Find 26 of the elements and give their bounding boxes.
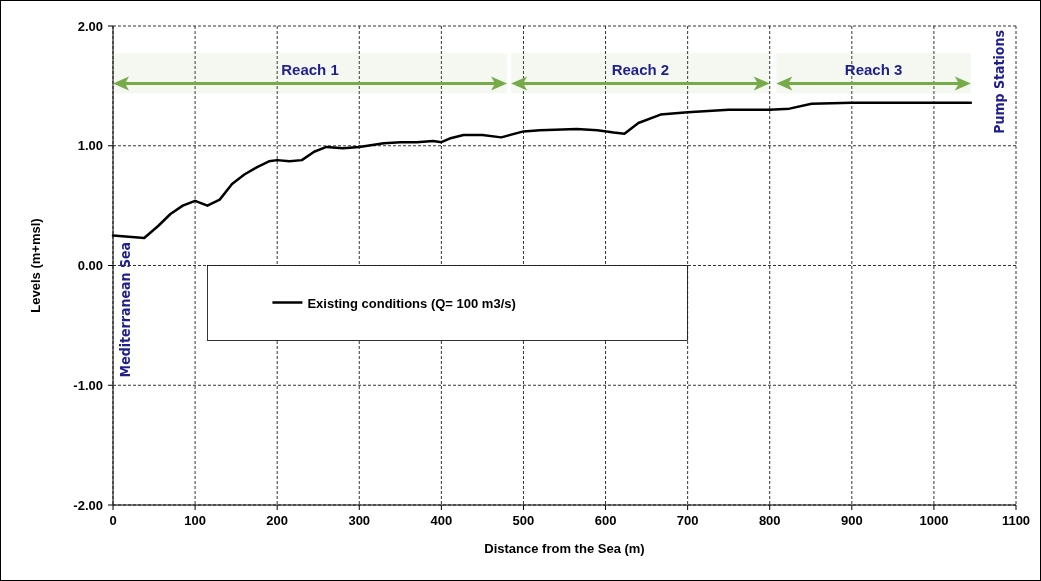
- x-tick-label: 900: [840, 513, 863, 528]
- y-tick-label: 1.00: [77, 138, 103, 154]
- x-tick-label: 400: [430, 513, 453, 528]
- band-label: Reach 3: [844, 61, 903, 79]
- y-tick-label: -2.00: [73, 497, 103, 513]
- x-tick-label: 1000: [919, 513, 949, 528]
- annotation: Mediterranean Sea: [117, 241, 133, 378]
- y-axis-title: Levels (m+msl): [28, 218, 43, 313]
- x-tick-label: 1100: [1001, 513, 1031, 528]
- legend-label: Existing conditions (Q= 100 m3/s): [307, 295, 516, 311]
- y-tick-label: 2.00: [77, 18, 103, 34]
- y-tick-label: -1.00: [73, 377, 103, 393]
- x-tick-label: 500: [512, 513, 535, 528]
- legend: Existing conditions (Q= 100 m3/s): [207, 265, 688, 341]
- y-tick-label: 0.00: [77, 258, 103, 273]
- x-tick-label: 700: [676, 513, 699, 528]
- band-label: Reach 2: [611, 61, 670, 79]
- x-tick-label: 200: [266, 513, 289, 528]
- x-tick-label: 300: [348, 513, 371, 528]
- x-tick-label: 100: [184, 513, 206, 528]
- annotation: Pump Stations: [991, 30, 1007, 134]
- x-tick-label: 0: [109, 513, 117, 528]
- x-tick-label: 800: [758, 513, 781, 528]
- x-axis-title: Distance from the Sea (m): [484, 541, 645, 556]
- x-tick-label: 600: [594, 513, 617, 528]
- band-label: Reach 1: [281, 61, 339, 79]
